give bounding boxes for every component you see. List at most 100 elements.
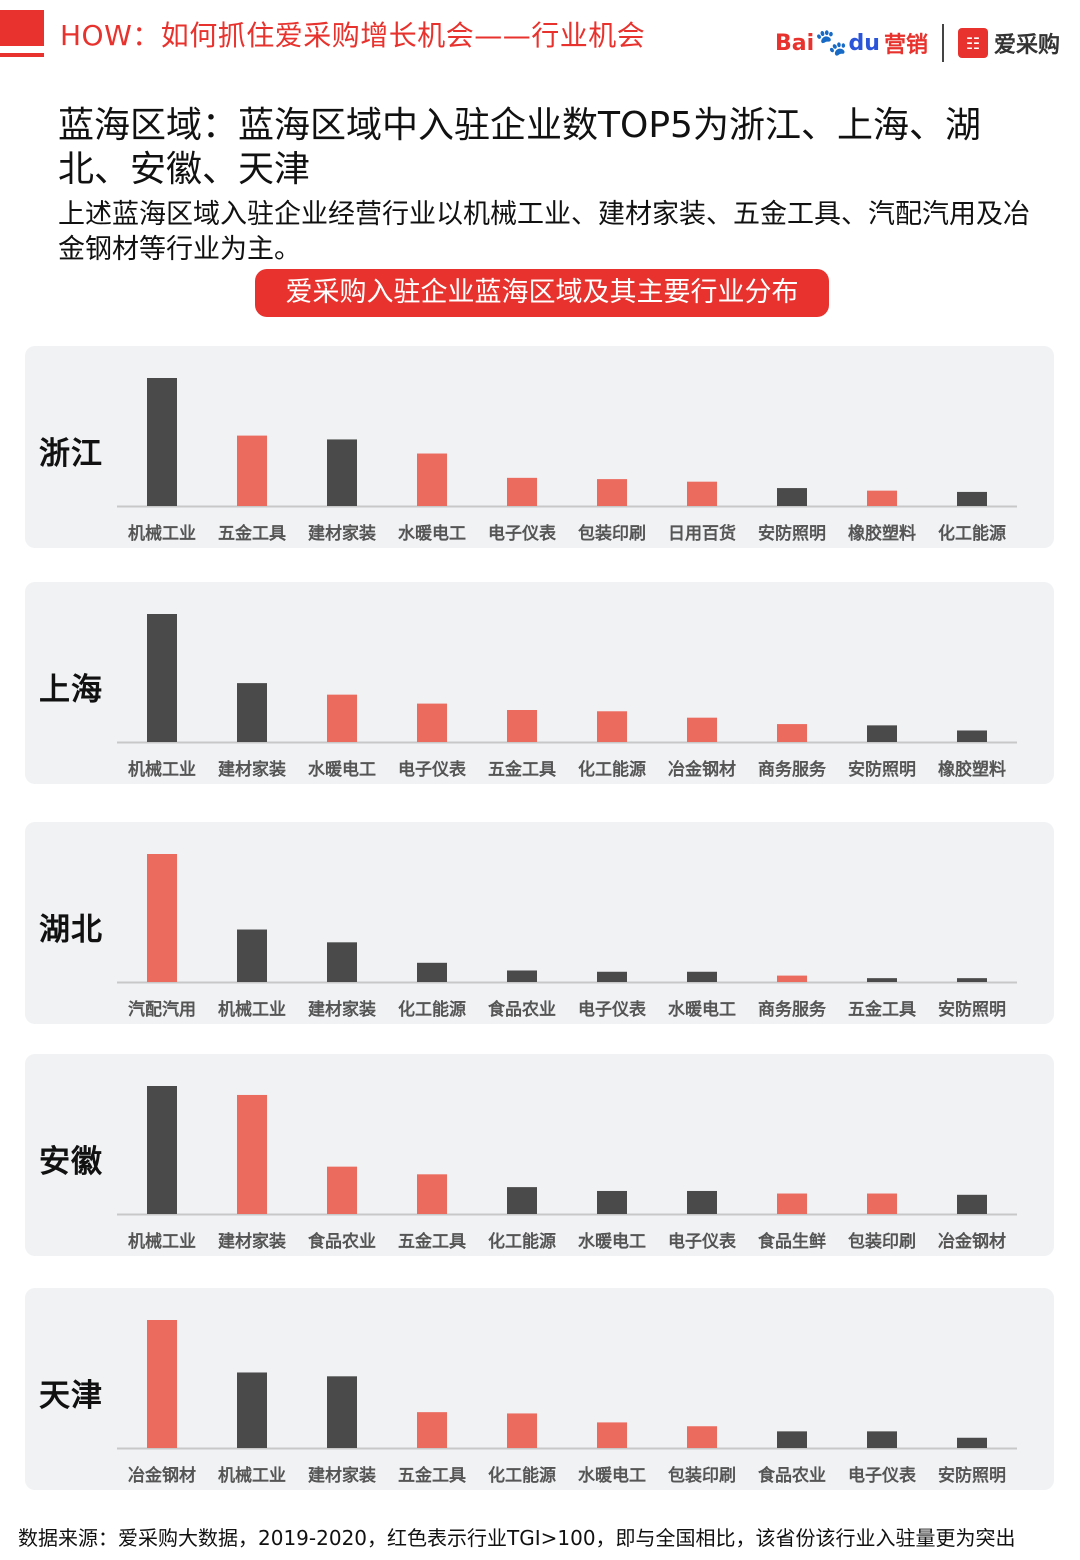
tick-label: 五金工具 [488,759,556,780]
bar-chart-tianjin: 冶金钢材 机械工业 建材家装 五金工具 化工能源 水暖电工 包装印刷 食品农业 电子仪表 安防照明 [117,1320,1017,1486]
tick-label: 机械工业 [128,523,196,544]
bar [867,725,897,742]
tick-label: 日用百货 [668,523,736,544]
tick-label: 水暖电工 [308,759,376,780]
province-label: 湖北 [39,912,103,948]
tick-label: 机械工业 [218,999,286,1020]
bar [597,971,627,982]
tick-label: 冶金钢材 [938,1231,1006,1252]
chart-panel-anhui: 安徽 机械工业 建材家装 食品农业 五金工具 化工能源 水暖电工 电子仪表 食品生鲜 包装印刷 冶… [25,1054,1054,1256]
tick-label: 电子仪表 [668,1231,737,1252]
bar [777,724,807,742]
tick-label: 包装印刷 [668,1465,736,1486]
bar [417,703,447,742]
bar [327,1376,357,1448]
bar [957,491,987,506]
bar [957,730,987,742]
chart-panel-tianjin: 天津 冶金钢材 机械工业 建材家装 五金工具 化工能源 水暖电工 包装印刷 食品农业 电子仪表安… [25,1288,1054,1490]
tick-label: 建材家装 [308,1465,376,1486]
bar [597,1190,627,1214]
baidu-marketing-logo: Bai 🐾 du 营销 [775,27,928,59]
bar [867,978,897,982]
tick-label: 安防照明 [758,523,826,544]
bar [957,1437,987,1448]
bar-chart-zhejiang: 机械工业 五金工具 建材家装 水暖电工 电子仪表 包装印刷 日用百货 安防照明 橡胶塑料 化工能源 [117,378,1017,544]
tick-label: 安防照明 [938,1465,1006,1486]
bar [417,453,447,506]
bar [867,1193,897,1214]
bar [687,1426,717,1448]
bar [237,1372,267,1448]
tick-label: 机械工业 [128,1231,196,1252]
tick-label: 冶金钢材 [128,1465,196,1486]
tick-label: 食品农业 [488,999,556,1020]
bar [327,439,357,506]
chart-panel-shanghai: 上海 机械工业 建材家装 水暖电工 电子仪表 五金工具 化工能源 冶金钢材 商务服务 安防照明 橡… [25,582,1054,784]
bar [417,962,447,982]
aicaigou-logo: ☷ 爱采购 [957,27,1060,59]
tick-label: 五金工具 [848,999,916,1020]
bar [597,711,627,742]
bar [147,1320,177,1448]
tick-label: 包装印刷 [578,523,646,544]
bar [687,971,717,982]
tick-label: 商务服务 [758,759,827,780]
bar [957,1194,987,1214]
tick-label: 化工能源 [398,999,466,1020]
tick-label: 建材家装 [218,759,286,780]
bar [237,435,267,506]
tick-label: 水暖电工 [668,999,736,1020]
header-logos: Bai 🐾 du 营销 ☷ 爱采购 [775,20,1060,66]
tick-label: 水暖电工 [398,523,466,544]
province-label: 浙江 [39,436,103,472]
tick-label: 电子仪表 [578,999,647,1020]
tick-label: 食品生鲜 [758,1231,826,1252]
tick-label: 五金工具 [398,1231,466,1252]
bar [867,1431,897,1448]
bar [777,1193,807,1214]
bar [687,481,717,506]
tick-label: 冶金钢材 [668,759,736,780]
baidu-logo-du: du [848,30,880,56]
bar [147,854,177,982]
tick-label: 电子仪表 [848,1465,917,1486]
chart-panel-zhejiang: 浙江 机械工业 五金工具 建材家装 水暖电工 电子仪表 包装印刷 日用百货 安防照明 橡胶塑料 化… [25,346,1054,548]
data-source-footnote: 数据来源：爱采购大数据，2019-2020，红色表示行业TGI>100，即与全国… [18,1526,1016,1550]
bar [327,942,357,982]
header-red-block [0,10,44,46]
logo-divider [941,24,944,62]
tick-label: 五金工具 [398,1465,466,1486]
bar [417,1174,447,1214]
bar [327,694,357,742]
province-label: 天津 [39,1378,103,1414]
bar [237,1094,267,1214]
tick-label: 水暖电工 [578,1231,646,1252]
tick-label: 食品农业 [758,1465,826,1486]
bar [237,929,267,982]
tick-label: 五金工具 [218,523,286,544]
tick-label: 包装印刷 [848,1231,916,1252]
bar [417,1412,447,1448]
tick-label: 建材家装 [218,1231,286,1252]
tick-label: 电子仪表 [488,523,557,544]
chart-panel-hubei: 湖北 汽配汽用 机械工业 建材家装 化工能源 食品农业 电子仪表 水暖电工 商务服务 五金工具 安… [25,822,1054,1024]
tick-label: 电子仪表 [398,759,467,780]
bar [507,710,537,742]
page-subtitle: 上述蓝海区域入驻企业经营行业以机械工业、建材家装、五金工具、汽配汽用及冶金钢材等… [58,199,1030,265]
tick-label: 商务服务 [758,999,827,1020]
bar [147,614,177,742]
tick-label: 水暖电工 [578,1465,646,1486]
bar [777,488,807,506]
tick-label: 机械工业 [218,1465,286,1486]
tick-label: 化工能源 [488,1465,556,1486]
baidu-logo-text: Bai [775,30,815,56]
tick-label: 机械工业 [128,759,196,780]
tick-label: 建材家装 [308,523,376,544]
bar [147,1086,177,1214]
tick-label: 橡胶塑料 [848,523,916,544]
tick-label: 橡胶塑料 [938,759,1006,780]
bar [687,1190,717,1214]
tick-label: 食品农业 [308,1231,376,1252]
header-title: HOW：如何抓住爱采购增长机会——行业机会 [60,19,646,52]
bar [867,490,897,506]
